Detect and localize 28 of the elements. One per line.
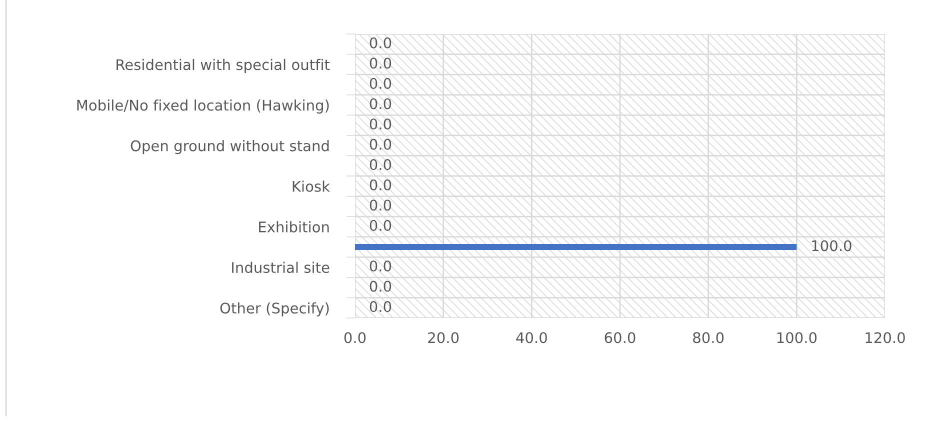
y-tick-label: Mobile/No fixed location (Hawking): [77, 99, 329, 114]
y-tick-label: Kiosk: [292, 180, 330, 192]
x-tick-label: 20.0: [428, 332, 459, 344]
x-tick-label: 0.0: [344, 332, 366, 344]
y-tick-label: Other (Specify): [220, 302, 329, 316]
data-label: 0.0: [370, 200, 392, 211]
data-label: 0.0: [370, 138, 392, 150]
x-tick-label: 100.0: [777, 332, 817, 344]
data-label: 0.0: [370, 280, 392, 292]
y-tick-label: Exhibition: [259, 221, 329, 232]
x-tick-label: 40.0: [516, 332, 547, 344]
data-label: 100.0: [812, 240, 852, 252]
y-tick-label: Open ground without stand: [130, 140, 329, 154]
data-label: 0.0: [370, 98, 392, 110]
x-tick-label: 60.0: [604, 332, 636, 344]
y-tick-label: Residential with special outfit: [116, 58, 330, 73]
data-label: 0.0: [370, 58, 392, 69]
data-label: 0.0: [370, 37, 392, 48]
data-label: 0.0: [370, 260, 392, 272]
x-tick-label: 80.0: [693, 332, 724, 344]
y-tick-label: Industrial site: [232, 262, 330, 274]
data-label: 0.0: [370, 220, 392, 231]
data-label: 0.0: [370, 159, 392, 170]
data-label: 0.0: [370, 118, 392, 130]
data-label: 0.0: [370, 301, 392, 312]
data-label: 0.0: [370, 179, 392, 190]
data-label: 0.0: [370, 78, 392, 89]
x-tick-label: 120.0: [866, 332, 905, 344]
